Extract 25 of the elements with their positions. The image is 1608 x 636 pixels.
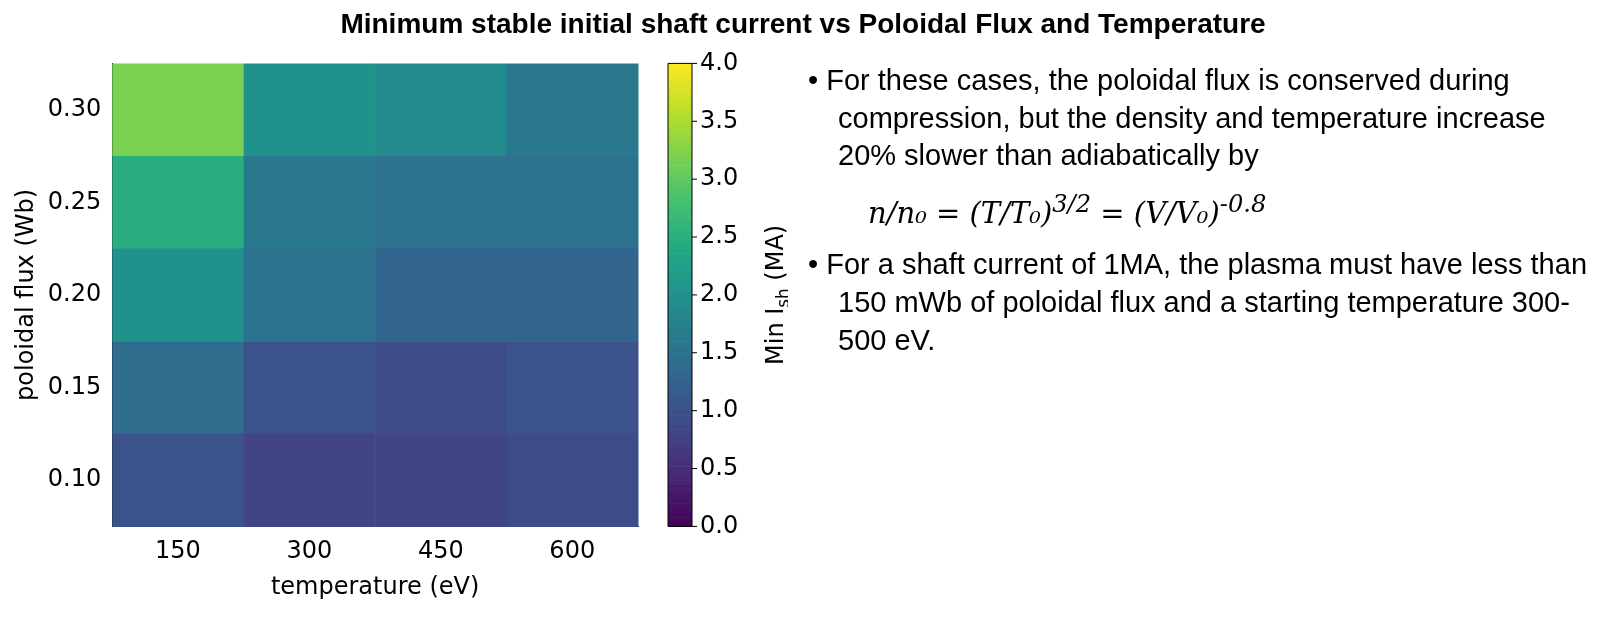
x-tick-label: 150 — [155, 536, 201, 565]
text: • For a shaft current of 1MA, the plasma must have less than 150 mWb of poloidal flux and a starting temperature 300-500 eV. — [808, 247, 1588, 358]
y-tick-label: 0.30 — [47, 93, 102, 122]
color-bar-label: 3.5 — [700, 105, 739, 134]
color-bar-label: 1.0 — [700, 394, 739, 423]
text: • For these cases, the poloidal flux is conserved during compression, but the density and temperature increase 20% slower than adiabatically by — [808, 63, 1547, 174]
color-bar-label: 0.5 — [700, 452, 739, 481]
y-axis-title: poloidal flux (Wb) — [10, 188, 39, 401]
y-tick-label: 0.25 — [47, 186, 102, 215]
x-tick-label: 450 — [417, 536, 464, 565]
color-bar-label: 2.0 — [700, 279, 739, 308]
text: n/n₀ = (T/T₀)$^{3/2}$ = (V/V₀)$^{-0.8}$ — [868, 189, 1268, 232]
color-bar-label: 4.0 — [700, 47, 739, 76]
text: Minimum stable initial shaft current vs Poloidal Flux and Temperature — [339, 8, 1267, 40]
color-bar-label: 0.0 — [700, 510, 739, 539]
color-bar-title: Min Ish (MA) — [761, 224, 793, 365]
x-axis-title: temperature (eV) — [270, 571, 480, 600]
y-tick-label: 0.20 — [47, 279, 102, 308]
color-bar-label: 1.5 — [700, 337, 739, 366]
x-tick-label: 300 — [286, 536, 333, 565]
x-tick-label: 600 — [549, 536, 596, 565]
color-bar-label: 2.5 — [700, 221, 739, 250]
color-bar-label: 3.0 — [700, 163, 739, 192]
y-tick-label: 0.10 — [47, 464, 102, 493]
y-tick-label: 0.15 — [47, 371, 102, 400]
